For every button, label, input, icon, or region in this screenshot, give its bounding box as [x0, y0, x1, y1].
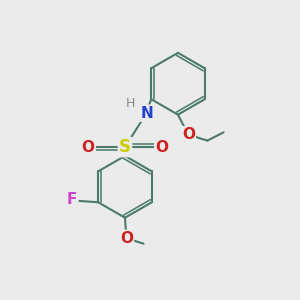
Text: O: O: [82, 140, 95, 154]
Text: N: N: [141, 106, 153, 121]
Text: H: H: [126, 97, 135, 110]
Text: O: O: [182, 127, 195, 142]
Text: O: O: [120, 231, 133, 246]
Text: F: F: [67, 192, 77, 207]
Text: S: S: [119, 138, 131, 156]
Text: O: O: [155, 140, 168, 154]
